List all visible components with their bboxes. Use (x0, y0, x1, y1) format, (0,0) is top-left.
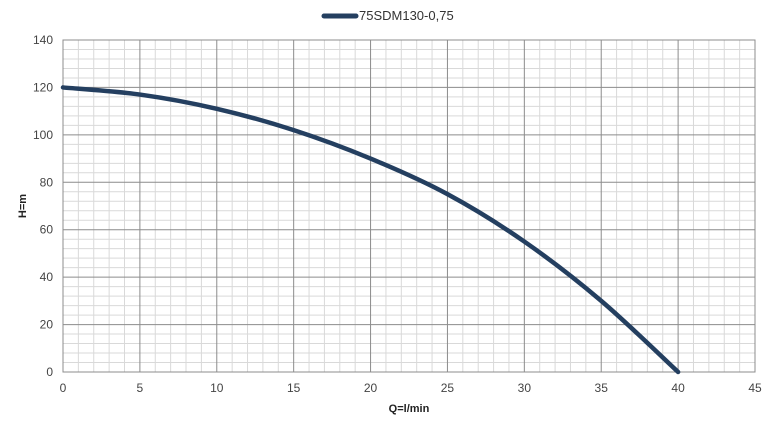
minor-grid (63, 40, 755, 372)
plot-area (62, 39, 756, 373)
legend-label: 75SDM130-0,75 (359, 8, 454, 23)
y-tick-label: 140 (33, 33, 53, 47)
legend: 75SDM130-0,75 (321, 8, 454, 23)
y-axis-title: H=m (17, 194, 29, 218)
y-tick-label: 0 (46, 365, 53, 379)
series-layer (60, 85, 681, 375)
x-tick-label: 40 (671, 381, 685, 395)
x-tick-label: 15 (287, 381, 301, 395)
plot-border (62, 39, 756, 373)
x-tick-label: 0 (60, 381, 67, 395)
x-tick-label: 5 (137, 381, 144, 395)
x-axis-title: Q=l/min (389, 403, 430, 415)
x-tick-label: 30 (518, 381, 532, 395)
y-tick-label: 100 (33, 128, 53, 142)
series-line (60, 85, 681, 375)
y-tick-label: 20 (40, 318, 54, 332)
y-tick-label: 40 (40, 270, 54, 284)
x-tick-label: 45 (748, 381, 762, 395)
x-tick-label: 25 (441, 381, 455, 395)
major-grid (62, 39, 756, 373)
y-tick-label: 120 (33, 80, 53, 94)
y-tick-label: 60 (40, 223, 54, 237)
x-tick-label: 35 (595, 381, 609, 395)
x-axis-ticks: 0 5 10 15 20 25 30 35 40 45 (60, 381, 762, 395)
x-tick-label: 10 (210, 381, 224, 395)
x-tick-label: 20 (364, 381, 378, 395)
y-axis-ticks: 0 20 40 60 80 100 120 140 (33, 33, 53, 379)
y-tick-label: 80 (40, 175, 54, 189)
